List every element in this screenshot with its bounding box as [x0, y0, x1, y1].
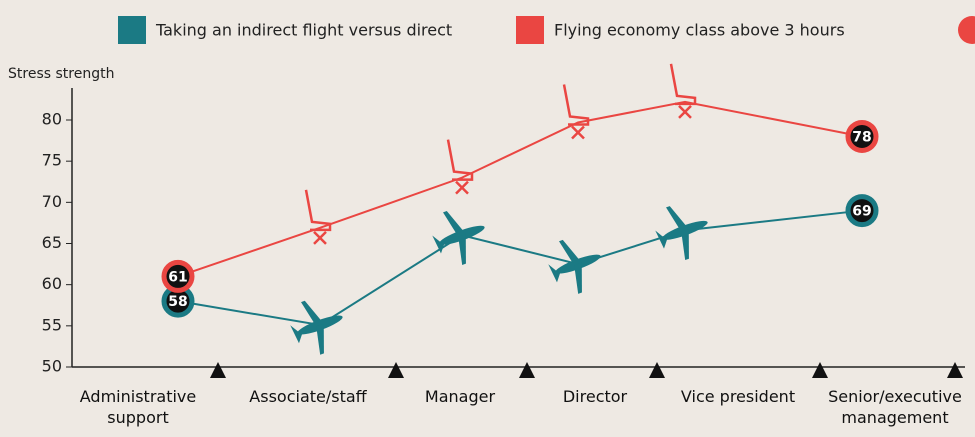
seat-marker	[446, 139, 474, 195]
plane-marker	[548, 239, 601, 294]
data-label: 78	[852, 129, 871, 145]
x-tick-label: Manager	[424, 387, 496, 406]
plane-wing	[574, 262, 582, 294]
x-tick-label: Senior/executive management	[828, 387, 962, 427]
y-tick-label: 60	[42, 274, 62, 293]
series-line	[177, 100, 863, 278]
y-axis-label: Stress strength	[8, 66, 114, 82]
x-tick-label: Associate/staff	[249, 387, 367, 406]
plane-tail	[432, 235, 446, 254]
plane-wing	[559, 239, 582, 266]
seat-back	[304, 189, 332, 232]
seat-legs	[313, 230, 327, 245]
seat-legs	[455, 180, 469, 195]
y-tick-label: 65	[42, 233, 62, 252]
plane-tail	[655, 230, 669, 249]
plane-wing	[458, 233, 466, 265]
y-tick-label: 75	[42, 151, 62, 170]
plane-wing	[443, 211, 466, 237]
end-marker	[161, 259, 195, 293]
seat-legs	[678, 105, 692, 119]
plane-wing	[666, 206, 689, 232]
x-tick-label: Director	[562, 387, 628, 406]
decor-circle	[958, 16, 975, 44]
plane-tail	[290, 325, 304, 344]
seat-back	[669, 63, 697, 106]
legend-label: Flying economy class above 3 hours	[554, 21, 845, 40]
seat-marker	[562, 84, 590, 140]
plane-tail	[548, 264, 562, 283]
x-tick-label: Administrative support	[79, 387, 197, 427]
seat-marker	[669, 63, 697, 119]
legend-swatch	[516, 16, 544, 44]
y-tick-label: 50	[42, 357, 62, 376]
series-line	[177, 209, 863, 327]
seat-back	[562, 84, 590, 126]
plane-marker	[432, 211, 485, 265]
seat-legs	[571, 125, 585, 140]
end-marker	[845, 194, 879, 228]
data-label: 61	[168, 269, 187, 285]
legend-swatch	[118, 16, 146, 44]
plane-marker	[655, 206, 708, 261]
plane-wing	[681, 228, 689, 261]
x-tick-label: Vice president	[680, 387, 796, 406]
data-label: 69	[852, 204, 871, 220]
plane-wing	[301, 300, 324, 327]
y-tick-label: 55	[42, 315, 62, 334]
end-marker	[845, 119, 879, 153]
y-tick-label: 80	[42, 110, 62, 129]
axis-triangles	[210, 362, 963, 378]
plane-wing	[316, 323, 324, 355]
y-tick-label: 70	[42, 192, 62, 211]
seat-back	[446, 139, 474, 181]
plane-marker	[290, 300, 343, 355]
legend-label: Taking an indirect flight versus direct	[155, 21, 452, 40]
seat-marker	[304, 189, 332, 245]
data-label: 58	[168, 294, 187, 310]
